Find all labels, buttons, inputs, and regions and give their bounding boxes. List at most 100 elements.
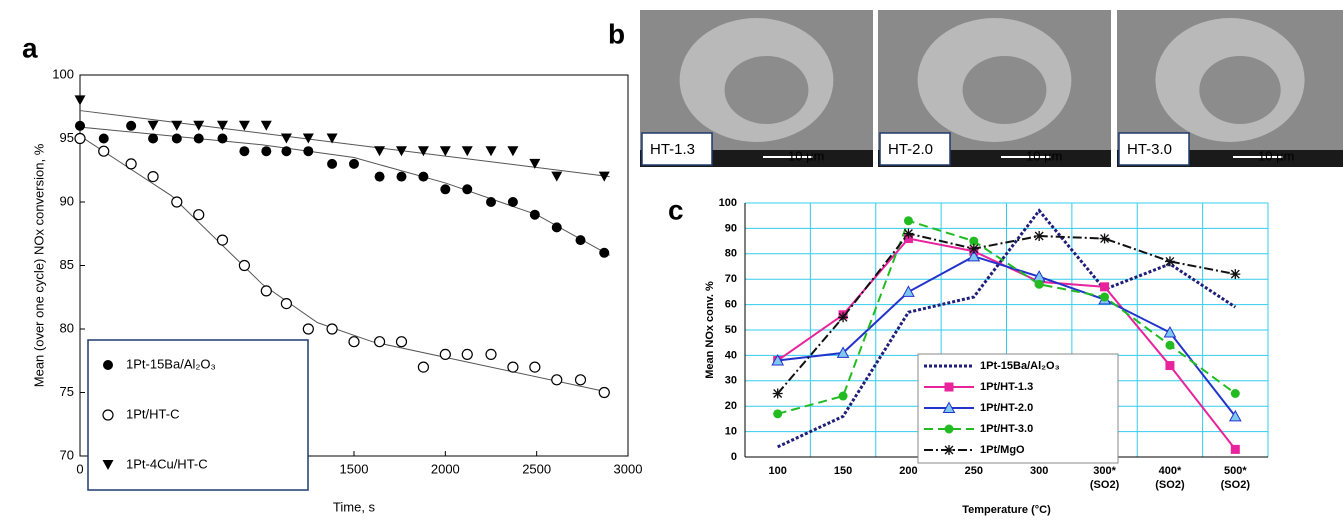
point	[1230, 269, 1241, 280]
point	[417, 361, 430, 373]
point	[903, 228, 914, 239]
point	[374, 171, 385, 182]
sem-particle-shadow	[962, 56, 1047, 124]
point	[1228, 409, 1242, 422]
point	[599, 247, 610, 258]
y-tick-label: 40	[725, 349, 737, 361]
point	[396, 171, 407, 182]
x-axis-label: Time, s	[333, 499, 376, 514]
point	[280, 133, 292, 144]
y-tick-label: 80	[60, 320, 74, 335]
point	[171, 196, 183, 208]
point	[462, 184, 473, 195]
point	[969, 236, 979, 246]
point	[148, 133, 159, 144]
point	[238, 259, 250, 272]
point	[551, 374, 563, 386]
point	[217, 133, 228, 144]
point	[507, 361, 519, 373]
panel-label: b	[608, 18, 625, 49]
point	[75, 120, 85, 131]
y-tick-label: 10	[725, 426, 737, 438]
point	[418, 171, 429, 182]
point	[193, 133, 204, 144]
point	[529, 158, 541, 169]
point	[598, 171, 610, 182]
legend-label: 1Pt/HT-1.3	[980, 381, 1033, 393]
point	[1230, 389, 1240, 398]
fit-line	[79, 126, 610, 256]
x-tick-label: 200	[899, 465, 917, 477]
point	[440, 184, 451, 195]
y-tick-label: 90	[60, 193, 74, 208]
x-tick-label: 100	[769, 465, 787, 477]
point	[773, 409, 783, 419]
point	[486, 197, 496, 207]
point	[303, 146, 314, 157]
point	[260, 285, 272, 297]
point	[348, 336, 360, 348]
point	[395, 336, 408, 348]
image-label-box	[1118, 132, 1190, 166]
point	[967, 249, 981, 262]
point	[771, 353, 785, 366]
point	[171, 120, 183, 131]
x-tick-label: 2500	[522, 461, 551, 476]
point	[239, 146, 250, 157]
point	[102, 409, 114, 421]
legend-label: 1Pt/HT-2.0	[980, 402, 1033, 414]
point	[373, 336, 386, 348]
y-tick-label: 20	[725, 400, 737, 412]
panel-label: c	[668, 194, 684, 225]
point	[461, 146, 473, 157]
point	[302, 133, 314, 144]
point	[838, 391, 848, 401]
point	[1034, 231, 1045, 242]
point	[968, 243, 979, 254]
point	[147, 120, 159, 131]
image-label-box	[879, 132, 951, 166]
point	[944, 445, 954, 455]
point	[74, 132, 86, 145]
sem-particle-shadow	[724, 56, 809, 124]
point	[507, 146, 519, 157]
point	[551, 171, 563, 182]
legend-box	[87, 339, 309, 491]
point	[1100, 282, 1110, 292]
series-line	[777, 219, 1236, 415]
legend-label: 1Pt/HT-C	[126, 406, 179, 421]
point	[395, 146, 407, 157]
scale-label: 10 μm	[1026, 148, 1062, 163]
scale-label: 10 μm	[1258, 148, 1294, 163]
y-tick-label: 85	[60, 257, 74, 272]
point	[74, 95, 86, 106]
point	[102, 460, 114, 470]
point	[417, 146, 429, 157]
x-tick-label: 0	[76, 461, 83, 476]
point	[216, 234, 229, 246]
panel-b: HT-1.3 10 μm HT-2.0 10 μm HT-3.0 10 μm	[640, 10, 1343, 167]
point	[280, 298, 293, 310]
point	[374, 146, 386, 157]
x-tick-label: 150	[834, 465, 852, 477]
y-tick-label: 50	[725, 324, 737, 336]
point	[461, 348, 473, 360]
series-line	[776, 232, 1236, 395]
point	[302, 323, 314, 335]
point	[439, 146, 451, 157]
panel-a: 707580859095100050010001500200025003000T…	[31, 66, 642, 514]
series-line	[777, 255, 1237, 417]
point	[193, 120, 205, 131]
point	[902, 285, 915, 297]
y-tick-label: 0	[731, 451, 737, 463]
x-tick-label: 250	[965, 465, 983, 477]
x-tick-sublabel: (SO2)	[1155, 479, 1185, 491]
y-axis-label: Mean NOx conv. %	[704, 281, 716, 379]
point	[485, 348, 497, 360]
point	[281, 146, 292, 157]
point	[1230, 444, 1240, 454]
point	[98, 133, 109, 144]
point	[838, 312, 849, 323]
point	[529, 209, 540, 220]
point	[1165, 361, 1175, 371]
